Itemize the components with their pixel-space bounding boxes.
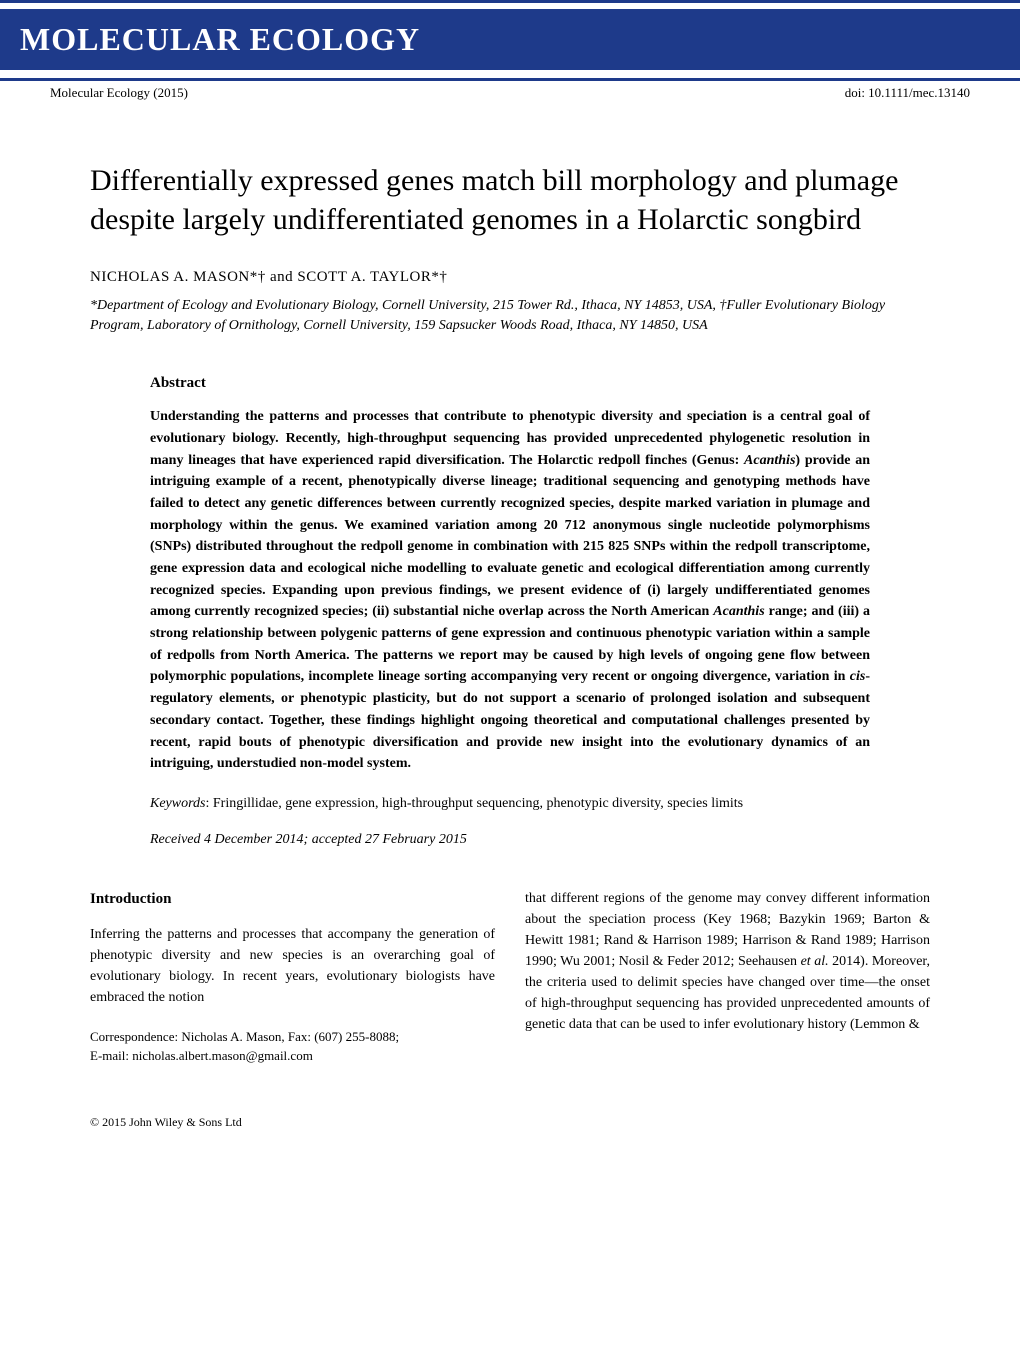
column-right: that different regions of the genome may… xyxy=(525,888,930,1065)
abstract-section: Abstract Understanding the patterns and … xyxy=(90,375,930,848)
article-title: Differentially expressed genes match bil… xyxy=(90,161,930,239)
two-column-layout: Introduction Inferring the patterns and … xyxy=(90,888,930,1065)
cis-italic: cis xyxy=(850,669,866,684)
abstract-text-part2: ) provide an intriguing example of a rec… xyxy=(150,453,870,620)
abstract-text: Understanding the patterns and processes… xyxy=(150,406,870,775)
correspondence: Correspondence: Nicholas A. Mason, Fax: … xyxy=(90,1028,495,1064)
copyright: © 2015 John Wiley & Sons Ltd xyxy=(90,1115,242,1129)
correspondence-line2: E-mail: nicholas.albert.mason@gmail.com xyxy=(90,1047,495,1065)
genus-name-1: Acanthis xyxy=(744,453,795,468)
header-divider-bottom xyxy=(0,74,1020,76)
journal-title: MOLECULAR ECOLOGY xyxy=(20,21,1000,58)
intro-col1-text: Inferring the patterns and processes tha… xyxy=(90,924,495,1008)
keywords: Keywords: Fringillidae, gene expression,… xyxy=(150,793,870,814)
received-date: Received 4 December 2014; accepted 27 Fe… xyxy=(150,832,870,848)
keywords-text: : Fringillidae, gene expression, high-th… xyxy=(205,796,743,811)
keywords-label: Keywords xyxy=(150,796,205,811)
meta-row: Molecular Ecology (2015) doi: 10.1111/me… xyxy=(0,81,1020,121)
etal-italic: et al. xyxy=(801,954,829,969)
affiliations: *Department of Ecology and Evolutionary … xyxy=(90,296,930,335)
header-divider-top xyxy=(0,5,1020,7)
journal-citation: Molecular Ecology (2015) xyxy=(50,85,188,101)
abstract-text-part4: -regulatory elements, or phenotypic plas… xyxy=(150,669,870,771)
journal-header-wrapper: MOLECULAR ECOLOGY xyxy=(0,0,1020,81)
footer: © 2015 John Wiley & Sons Ltd xyxy=(0,1095,1020,1150)
abstract-heading: Abstract xyxy=(150,375,870,392)
genus-name-2: Acanthis xyxy=(713,604,764,619)
doi: doi: 10.1111/mec.13140 xyxy=(845,85,970,101)
column-left: Introduction Inferring the patterns and … xyxy=(90,888,495,1065)
authors: NICHOLAS A. MASON*† and SCOTT A. TAYLOR*… xyxy=(90,269,930,286)
article-body: Differentially expressed genes match bil… xyxy=(0,121,1020,1095)
correspondence-line1: Correspondence: Nicholas A. Mason, Fax: … xyxy=(90,1028,495,1046)
journal-header: MOLECULAR ECOLOGY xyxy=(0,9,1020,70)
introduction-heading: Introduction xyxy=(90,888,495,911)
